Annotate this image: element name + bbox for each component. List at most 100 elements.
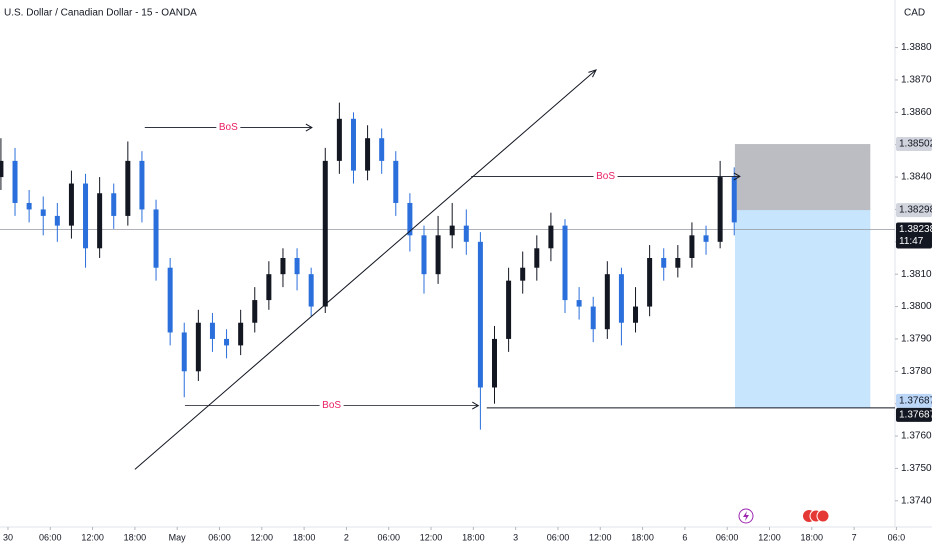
candle-body bbox=[266, 274, 272, 301]
y-tick-label: 1.38700 bbox=[901, 75, 932, 86]
y-tick-label: 1.38800 bbox=[901, 42, 932, 53]
x-tick-label: 18:00 bbox=[801, 532, 824, 542]
price-tag bbox=[896, 137, 932, 152]
price-tag-label: 1.37687 bbox=[899, 410, 932, 421]
y-tick-label: 1.38600 bbox=[901, 107, 932, 118]
x-tick-label: 12:00 bbox=[81, 532, 104, 542]
candle-body bbox=[421, 235, 427, 275]
x-tick-label: 3 bbox=[513, 532, 518, 542]
candle-body bbox=[0, 160, 4, 178]
last-price-tag bbox=[896, 222, 932, 249]
price-tag bbox=[896, 203, 932, 218]
y-tick-label: 1.37500 bbox=[901, 463, 932, 474]
candle-body bbox=[308, 274, 314, 307]
event-icon bbox=[816, 509, 830, 523]
y-tick-label: 1.38000 bbox=[901, 301, 932, 312]
candle-body bbox=[350, 118, 356, 171]
y-tick-label: 1.37600 bbox=[901, 431, 932, 442]
x-tick-label: 6 bbox=[682, 532, 687, 542]
last-price-label: 1.38238 bbox=[899, 224, 932, 235]
candle-body bbox=[703, 235, 709, 242]
y-tick-label: 1.37800 bbox=[901, 366, 932, 377]
bos-arrowhead bbox=[472, 401, 480, 410]
candle-body bbox=[520, 267, 526, 281]
price-tag-label: 1.38502 bbox=[899, 139, 932, 150]
candle-body bbox=[181, 332, 187, 372]
bos-label: BoS bbox=[219, 122, 238, 133]
bos-label-bg bbox=[319, 399, 344, 412]
countdown-label: 11:47 bbox=[899, 236, 924, 247]
candle-body bbox=[407, 202, 413, 236]
candle-body bbox=[238, 322, 244, 346]
candle-body bbox=[477, 241, 483, 388]
trend-line bbox=[134, 69, 597, 470]
trend-arrowhead bbox=[588, 69, 598, 78]
x-tick-label: 12:00 bbox=[420, 532, 443, 542]
x-tick-label: 12:00 bbox=[589, 532, 612, 542]
candle-body bbox=[195, 322, 201, 372]
stop-zone bbox=[734, 144, 871, 211]
candle-body bbox=[54, 215, 60, 226]
candle-body bbox=[675, 257, 681, 268]
x-tick-label: May bbox=[169, 532, 187, 542]
x-tick-label: 06:0 bbox=[888, 532, 906, 542]
candle-body bbox=[534, 248, 540, 268]
candle-body bbox=[125, 160, 131, 216]
x-tick-label: 18:00 bbox=[124, 532, 147, 542]
candle-body bbox=[252, 300, 258, 323]
candle-body bbox=[139, 160, 145, 210]
candle-body bbox=[717, 177, 723, 242]
price-tag-label: 1.38298 bbox=[899, 205, 932, 216]
x-tick-label: 7 bbox=[852, 532, 857, 542]
candle-body bbox=[111, 193, 117, 216]
candle-body bbox=[280, 257, 286, 275]
candle-body bbox=[604, 274, 610, 330]
x-tick-label: 12:00 bbox=[251, 532, 274, 542]
x-tick-label: 06:00 bbox=[547, 532, 570, 542]
y-tick-label: 1.38100 bbox=[901, 269, 932, 280]
y-tick-label: 1.37900 bbox=[901, 334, 932, 345]
candle-body bbox=[435, 235, 441, 275]
candle-body bbox=[449, 225, 455, 236]
x-tick-label: 06:00 bbox=[39, 532, 62, 542]
price-tag bbox=[896, 393, 932, 408]
candle-body bbox=[661, 257, 667, 268]
x-tick-label: 18:00 bbox=[293, 532, 316, 542]
candle-body bbox=[40, 209, 46, 216]
candle-body bbox=[633, 306, 639, 323]
candle-body bbox=[463, 225, 469, 242]
x-tick-label: 06:00 bbox=[377, 532, 400, 542]
candle-body bbox=[590, 306, 596, 330]
bos-label: BoS bbox=[322, 400, 341, 411]
candle-body bbox=[209, 322, 215, 339]
candle-body bbox=[294, 257, 300, 275]
y-tick-label: 1.37400 bbox=[901, 495, 932, 506]
price-tag-label: 1.37687 bbox=[899, 396, 932, 407]
candle-body bbox=[618, 274, 624, 323]
candle-body bbox=[68, 183, 74, 226]
currency-label: CAD bbox=[904, 8, 925, 19]
candles bbox=[0, 102, 737, 430]
x-tick-label: 18:00 bbox=[462, 532, 485, 542]
candle-body bbox=[506, 280, 512, 339]
candle-body bbox=[647, 257, 653, 307]
candle-body bbox=[12, 160, 18, 203]
candle-body bbox=[322, 160, 328, 307]
candle-body bbox=[731, 177, 737, 223]
x-tick-label: 12:00 bbox=[758, 532, 781, 542]
bos-label-bg bbox=[593, 170, 618, 183]
bos-label-bg bbox=[216, 121, 241, 134]
candle-body bbox=[689, 235, 695, 258]
target-zone bbox=[734, 210, 871, 408]
event-icons bbox=[738, 508, 830, 524]
x-tick-label: 2 bbox=[344, 532, 349, 542]
candle-body bbox=[153, 209, 159, 268]
price-tag bbox=[896, 407, 932, 422]
x-tick-label: 06:00 bbox=[716, 532, 739, 542]
y-tick-label: 1.38400 bbox=[901, 172, 932, 183]
candle-body bbox=[379, 138, 385, 161]
candle-body bbox=[491, 338, 497, 388]
candle-body bbox=[97, 193, 103, 249]
